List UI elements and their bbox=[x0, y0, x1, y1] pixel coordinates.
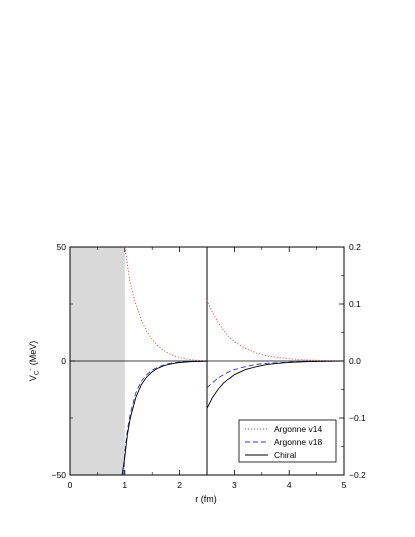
series-chiral-right bbox=[206, 360, 345, 409]
y-axis-label-sub: C bbox=[34, 370, 41, 375]
legend-label-argonne-v18: Argonne v18 bbox=[274, 437, 322, 447]
series-argonne-v14-right bbox=[206, 299, 345, 362]
y-right-tick-label-0: 0.2 bbox=[349, 242, 361, 252]
y-right-tick-label-2: 0.0 bbox=[349, 356, 361, 366]
series-argonne-v18-right bbox=[206, 360, 345, 389]
y-right-tick-label-3: −0.1 bbox=[349, 413, 366, 423]
series-left-panel bbox=[121, 246, 208, 476]
y-axis-label-sup: - bbox=[28, 368, 35, 370]
y-left-tick-label-1: 0 bbox=[61, 356, 66, 366]
series-argonne-v14-left bbox=[124, 246, 208, 362]
y-right-tick-label-1: 0.1 bbox=[349, 299, 361, 309]
y-axis-label-main: V bbox=[28, 375, 38, 381]
x-tick-label-1: 1 bbox=[122, 480, 127, 490]
x-tick-label-3: 3 bbox=[232, 480, 237, 490]
svg-text:VC-(MeV): VC- (MeV) bbox=[28, 341, 41, 381]
legend-label-chiral: Chiral bbox=[274, 450, 296, 460]
series-chiral-left bbox=[121, 360, 208, 476]
y-axis-label: VC- (MeV) bbox=[28, 341, 41, 381]
x-tick-label-4: 4 bbox=[287, 480, 292, 490]
x-tick-label-0: 0 bbox=[68, 480, 73, 490]
series-right-panel bbox=[206, 299, 345, 409]
legend: Argonne v14 Argonne v18 Chiral bbox=[238, 419, 337, 463]
y-left-tick-label-0: 50 bbox=[57, 242, 67, 252]
y-left-tick-label-2: −50 bbox=[52, 470, 67, 480]
x-axis-label: r (fm) bbox=[195, 494, 217, 504]
legend-label-argonne-v14: Argonne v14 bbox=[274, 424, 322, 434]
x-tick-label-5: 5 bbox=[342, 480, 347, 490]
y-right-tick-label-4: −0.2 bbox=[349, 470, 366, 480]
x-tick-label-2: 2 bbox=[177, 480, 182, 490]
y-axis-label-unit: (MeV) bbox=[28, 341, 38, 366]
series-argonne-v18-left bbox=[123, 360, 208, 476]
